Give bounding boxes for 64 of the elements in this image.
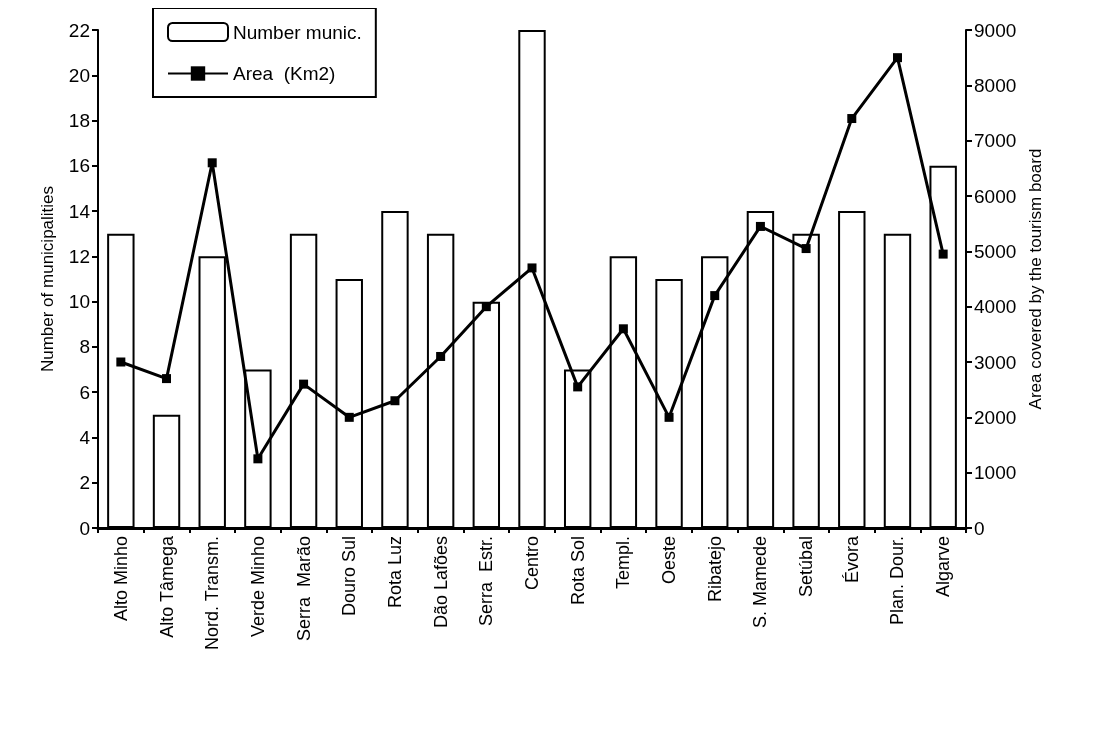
point [847,114,857,124]
x-tick-label: Nord. Transm. [202,536,223,651]
x-tick-label: Verde Minho [247,536,268,638]
y-tick-label: 10 [68,291,90,313]
y2-tick-label: 2000 [974,406,1017,428]
x-tick-label: Rota Luz [384,536,405,609]
point [710,291,720,301]
point [207,158,217,168]
y-tick-label: 14 [68,200,91,222]
point [527,263,537,273]
x-tick-label: Templ. [613,536,634,590]
y-tick-label: 2 [79,472,90,494]
point [755,221,765,231]
x-tick-label: Douro Sul [339,536,360,617]
legend-label: Number munic. [233,21,362,43]
point [481,302,491,312]
y-tick-label: 22 [68,19,90,41]
y-tick-label: 8 [79,336,90,358]
y2-tick-label: 1000 [974,462,1017,484]
y2-tick-label: 5000 [974,240,1017,262]
x-tick-label: Setúbal [796,536,817,598]
y-tick-label: 20 [68,64,90,86]
x-tick-label: Serra Marão [293,536,314,642]
point [116,357,126,367]
point [162,374,172,384]
y2-axis-title: Area covered by the tourism board [1026,148,1046,410]
y-tick-label: 6 [79,381,90,403]
x-tick-label: Centro [522,536,542,591]
x-tick-label: Alto Minho [110,536,131,622]
y2-tick-label: 7000 [974,130,1017,152]
point [436,351,446,361]
point [253,454,263,464]
y-tick-label: 4 [79,426,91,448]
y2-tick-label: 0 [974,517,985,539]
point [573,382,583,392]
y-tick-label: 18 [68,110,90,132]
point [344,412,354,422]
y-tick-label: 12 [68,245,90,267]
y2-tick-label: 6000 [974,185,1017,207]
x-tick-label: Serra Estr. [476,536,497,627]
x-tick-label: Évora [841,535,862,584]
point [892,53,902,63]
point [618,324,628,334]
y-tick-label: 0 [79,517,90,539]
x-tick-label: Ribatejo [704,536,725,603]
x-tick-label: Oeste [659,536,680,585]
x-tick-label: Algarve [933,536,954,598]
point [390,396,400,406]
x-tick-label: Dão Lafões [430,536,451,629]
y-axis-title: Number of municipalities [38,185,57,373]
y2-tick-label: 8000 [974,74,1017,96]
point [801,244,811,254]
y2-tick-label: 9000 [974,19,1017,41]
legend-label: Area (Km2) [233,63,336,84]
x-tick-label: Alto Tâmega [156,535,177,638]
x-tick-label: Rota Sol [567,536,588,606]
y-tick-label: 16 [68,155,90,177]
point [299,379,309,389]
y2-tick-label: 4000 [974,296,1017,318]
point [664,412,674,422]
x-tick-label: Plan. Dour. [887,536,908,626]
y2-tick-label: 3000 [974,351,1017,373]
point [938,249,948,259]
x-tick-label: S. Mamede [750,536,771,629]
